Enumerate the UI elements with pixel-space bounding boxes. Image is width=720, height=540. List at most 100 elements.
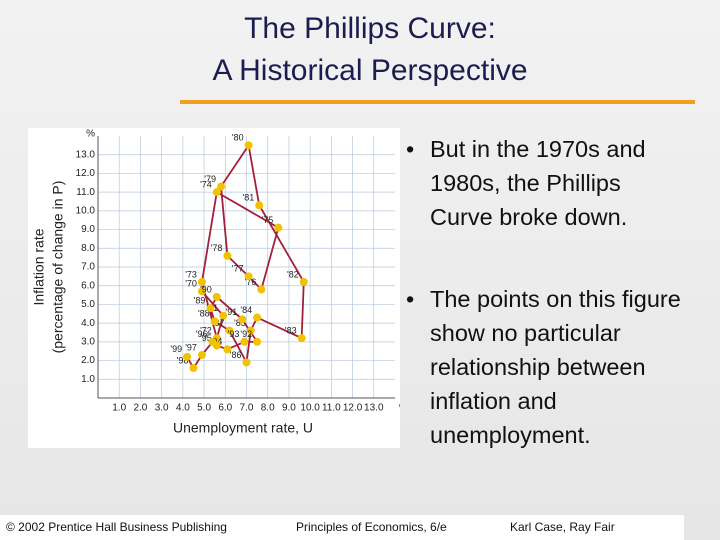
data-point — [210, 317, 219, 326]
point-label: '82 — [287, 269, 299, 279]
data-point — [297, 334, 306, 343]
point-label: '80 — [232, 133, 244, 143]
data-point — [255, 201, 264, 210]
data-point — [244, 272, 253, 281]
data-point — [257, 285, 266, 294]
point-label: '77 — [232, 264, 244, 274]
footer-text: Principles of Economics, 6/e — [296, 520, 447, 534]
data-point — [240, 337, 249, 346]
point-label: '91 — [226, 307, 238, 317]
data-point — [253, 337, 262, 346]
point-label: '74 — [200, 180, 212, 190]
data-point — [208, 337, 217, 346]
point-label: '85 — [234, 318, 246, 328]
y-tick-label: 3.0 — [81, 336, 95, 347]
point-label: '93 — [228, 329, 240, 339]
x-tick-label: 1.0 — [112, 403, 126, 414]
point-label: '97 — [185, 342, 197, 352]
y-tick-label: 12.0 — [76, 168, 96, 179]
bullet-text: The points on this figure show no partic… — [430, 286, 681, 448]
data-point — [238, 315, 247, 324]
x-tick-label: 4.0 — [176, 403, 190, 414]
data-point — [197, 287, 206, 296]
title-line: The Phillips Curve: — [244, 12, 496, 45]
y-tick-label: 10.0 — [76, 205, 96, 216]
x-tick-label: 11.0 — [322, 403, 341, 414]
point-label: '86 — [230, 350, 242, 360]
data-point — [244, 141, 253, 150]
y-tick-label: 13.0 — [76, 149, 96, 160]
y-tick-label: 7.0 — [81, 262, 95, 273]
y-axis-label: Inflation rate — [31, 228, 47, 305]
y-tick-label: 6.0 — [81, 280, 95, 291]
y-tick-label: 1.0 — [81, 374, 95, 385]
x-tick-label: 10.0 — [300, 403, 320, 414]
x-tick-label: 2.0 — [133, 403, 147, 414]
footer-text: Karl Case, Ray Fair — [510, 520, 615, 534]
x-tick-label: 6.0 — [218, 403, 232, 414]
point-label: '70 — [185, 279, 197, 289]
x-tick-label: 8.0 — [261, 403, 275, 414]
x-tick-label: 7.0 — [240, 403, 254, 414]
point-label: '88 — [198, 309, 210, 319]
x-tick-label: 5.0 — [197, 403, 211, 414]
data-point — [212, 292, 221, 301]
data-point — [219, 311, 228, 320]
title-line: A Historical Perspective — [212, 54, 528, 87]
y-tick-label: 8.0 — [81, 243, 95, 254]
point-label: '98 — [177, 355, 189, 365]
data-point — [225, 326, 234, 335]
y-tick-label: 9.0 — [81, 224, 95, 235]
y-tick-label: 2.0 — [81, 355, 95, 366]
point-label: '95 — [200, 333, 212, 343]
data-point — [197, 277, 206, 286]
y-axis-label: (percentage of change in P) — [50, 181, 66, 354]
point-label: '72 — [200, 325, 212, 335]
x-tick-label: 12.0 — [343, 403, 363, 414]
point-label: '75 — [262, 215, 274, 225]
point-label: '81 — [242, 193, 254, 203]
data-point — [253, 313, 262, 322]
data-point — [246, 326, 255, 335]
point-label: '96 — [196, 329, 208, 339]
point-label: '79 — [204, 174, 216, 184]
data-point — [197, 350, 206, 359]
point-label: '87 — [213, 318, 225, 328]
footer-text: © 2002 Prentice Hall Business Publishing — [6, 520, 227, 534]
chart-panel — [28, 128, 400, 448]
point-label: '89 — [194, 296, 206, 306]
point-label: '90 — [200, 284, 212, 294]
x-unit: % — [399, 403, 400, 414]
y-tick-label: 5.0 — [81, 299, 95, 310]
x-axis-label: Unemployment rate, U — [173, 420, 313, 436]
point-label: '78 — [211, 243, 223, 253]
point-label: '83 — [285, 325, 297, 335]
y-unit: % — [86, 129, 95, 140]
y-tick-label: 11.0 — [76, 187, 95, 198]
x-tick-label: 13.0 — [364, 403, 384, 414]
data-point — [217, 182, 226, 191]
point-label: '73 — [185, 269, 197, 279]
chart: 1.0 2.0 3.0 4.0 5.0 6.0 7.0 8.0 9.0 10.0 11.0 12.0 1… — [28, 128, 400, 448]
bullet: • The points on this figure show no parti… — [406, 282, 696, 452]
data-point — [223, 251, 232, 260]
point-label: '76 — [245, 277, 257, 287]
x-tick-label: 3.0 — [155, 403, 169, 414]
data-point — [189, 364, 198, 373]
data-point — [206, 304, 215, 313]
data-point — [223, 345, 232, 354]
data-point — [242, 358, 251, 367]
data-point — [274, 223, 283, 232]
point-label: '84 — [240, 305, 252, 315]
bullet: • But in the 1970s and 1980s, the Phillip… — [406, 132, 696, 234]
x-tick-label: 9.0 — [282, 403, 296, 414]
data-point — [299, 277, 308, 286]
data-point — [183, 352, 192, 361]
point-label: '92 — [240, 329, 252, 339]
data-point — [212, 188, 221, 197]
bullet-text: But in the 1970s and 1980s, the Phillips… — [430, 136, 646, 230]
footer-bar — [0, 515, 684, 540]
point-label: '99 — [170, 344, 182, 354]
title-rule — [180, 100, 695, 104]
